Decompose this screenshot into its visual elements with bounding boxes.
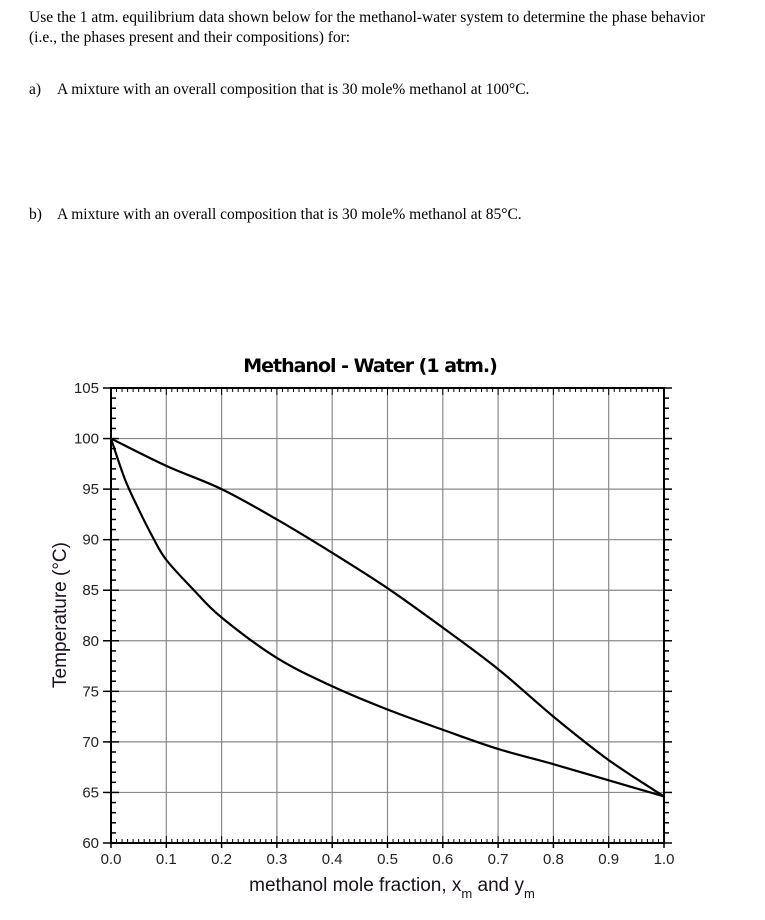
dew-point-curve (110, 437, 665, 798)
y-tick-label: 90 (82, 532, 99, 549)
question-a-label: a) (29, 81, 42, 98)
chart-grid (110, 387, 665, 844)
x-tick-label: 0.3 (266, 851, 287, 868)
problem-statement: Use the 1 atm. equilibrium data shown be… (29, 9, 706, 46)
x-tick-label: 0.5 (377, 851, 398, 868)
x-tick-label: 0.0 (101, 851, 122, 868)
question-b-label: b) (29, 206, 42, 223)
x-tick-labels: 0.0 0.1 0.2 0.3 0.4 0.5 0.6 0.7 0.8 0.9 1.0 (101, 851, 675, 868)
question-a-text: A mixture with an overall composition th… (57, 81, 530, 98)
y-tick-label: 65 (82, 784, 99, 801)
y-tick-label: 60 (82, 835, 99, 852)
y-tick-label: 95 (82, 481, 99, 498)
x-tick-label: 0.8 (543, 851, 564, 868)
y-tick-label: 80 (82, 633, 99, 650)
y-tick-label: 100 (74, 431, 99, 448)
y-tick-label: 70 (82, 734, 99, 751)
x-tick-label: 0.6 (432, 851, 453, 868)
question-a: a) A mixture with an overall composition … (29, 80, 529, 100)
x-tick-label: 0.7 (488, 851, 509, 868)
x-tick-label: 0.2 (211, 851, 232, 868)
curves (109, 437, 665, 798)
y-axis-title: Temperature (°C) (50, 542, 71, 688)
y-tick-label: 105 (74, 380, 99, 397)
x-tick-label: 0.9 (598, 851, 619, 868)
bubble-point-curve (109, 438, 665, 798)
question-b-text: A mixture with an overall composition th… (57, 206, 522, 223)
y-tick-label: 75 (82, 683, 99, 700)
question-b: b) A mixture with an overall composition … (29, 205, 522, 225)
y-tick-labels: 60 65 70 75 80 85 90 95 100 105 (74, 380, 99, 852)
y-tick-label: 85 (82, 582, 99, 599)
x-axis-title: methanol mole fraction, xm and ym (249, 875, 535, 901)
x-tick-label: 0.1 (156, 851, 177, 868)
x-tick-label: 1.0 (654, 851, 675, 868)
plot-frame (110, 387, 665, 844)
x-tick-label: 0.4 (322, 851, 343, 868)
chart-title: Methanol - Water (1 atm.) (243, 355, 497, 377)
